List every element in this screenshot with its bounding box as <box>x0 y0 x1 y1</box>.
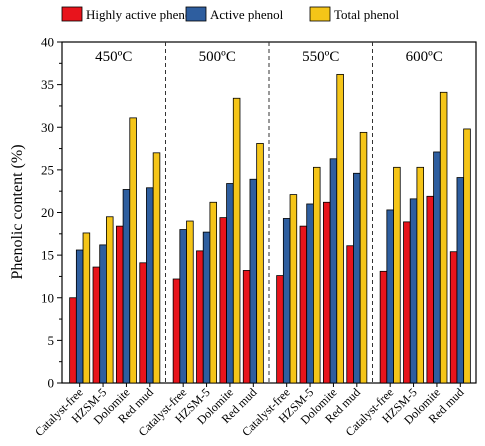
bar <box>152 152 161 384</box>
bar <box>403 221 411 384</box>
y-tick-label: 0 <box>48 376 55 391</box>
y-tick-label: 5 <box>48 333 55 348</box>
bar <box>359 131 368 384</box>
bar <box>209 201 218 384</box>
temperature-label: 450ºC <box>95 49 132 65</box>
bar <box>313 166 321 384</box>
bar <box>82 232 91 384</box>
bar <box>353 172 361 384</box>
bar <box>75 249 84 384</box>
bar <box>172 278 181 384</box>
bar <box>232 97 241 384</box>
legend-swatch <box>185 6 207 22</box>
bar <box>306 203 314 384</box>
y-tick-label: 25 <box>41 162 54 177</box>
bar <box>433 151 441 384</box>
bar <box>379 270 388 384</box>
bar <box>386 209 394 384</box>
bar <box>282 218 291 384</box>
temperature-label: 500ºC <box>199 49 236 65</box>
bar <box>329 158 338 384</box>
bar <box>336 73 344 384</box>
bar <box>99 244 107 384</box>
bar <box>322 201 331 384</box>
bar <box>426 195 434 384</box>
y-tick-label: 15 <box>41 248 54 263</box>
bar <box>122 189 131 384</box>
legend-label: Highly active phenol <box>86 7 195 22</box>
bar <box>202 231 211 384</box>
y-tick-label: 30 <box>41 120 54 135</box>
legend-label: Active phenol <box>210 7 284 22</box>
bar <box>179 229 187 384</box>
bar <box>289 194 298 384</box>
bar <box>416 166 425 384</box>
bar <box>139 262 147 384</box>
temperature-label: 600ºC <box>406 49 443 65</box>
bar <box>92 266 101 384</box>
bar <box>146 187 154 384</box>
y-axis: 0 5 10 15 20 25 30 35 40 <box>41 35 62 391</box>
bar <box>393 166 401 384</box>
y-tick-label: 40 <box>41 35 54 50</box>
bar <box>242 270 251 384</box>
bar <box>226 183 234 384</box>
y-tick-label: 35 <box>41 77 54 92</box>
bar <box>409 198 418 384</box>
bar <box>129 117 137 384</box>
bar <box>106 216 114 384</box>
temperature-label: 550ºC <box>302 49 339 65</box>
bar <box>186 220 194 384</box>
bar <box>449 251 458 384</box>
bar <box>346 245 354 384</box>
bar <box>115 225 124 384</box>
legend-swatch <box>309 6 331 22</box>
y-tick-label: 20 <box>41 205 54 220</box>
legend: Highly active phenol Active phenol Total p… <box>61 6 400 22</box>
bar <box>249 178 258 384</box>
y-axis-label: Phenolic content (%) <box>9 144 26 279</box>
bar <box>256 143 264 384</box>
bar <box>276 275 284 384</box>
bar <box>69 297 77 384</box>
legend-swatch <box>61 6 83 22</box>
bar <box>439 91 448 384</box>
bar <box>219 217 227 384</box>
bar <box>299 225 308 384</box>
legend-label: Total phenol <box>334 7 400 22</box>
y-tick-label: 10 <box>41 290 54 305</box>
plot-area: 450ºC 500ºC 550ºC 600ºC <box>61 41 477 384</box>
bar <box>456 177 465 384</box>
bar <box>196 250 204 384</box>
bar <box>463 128 471 384</box>
